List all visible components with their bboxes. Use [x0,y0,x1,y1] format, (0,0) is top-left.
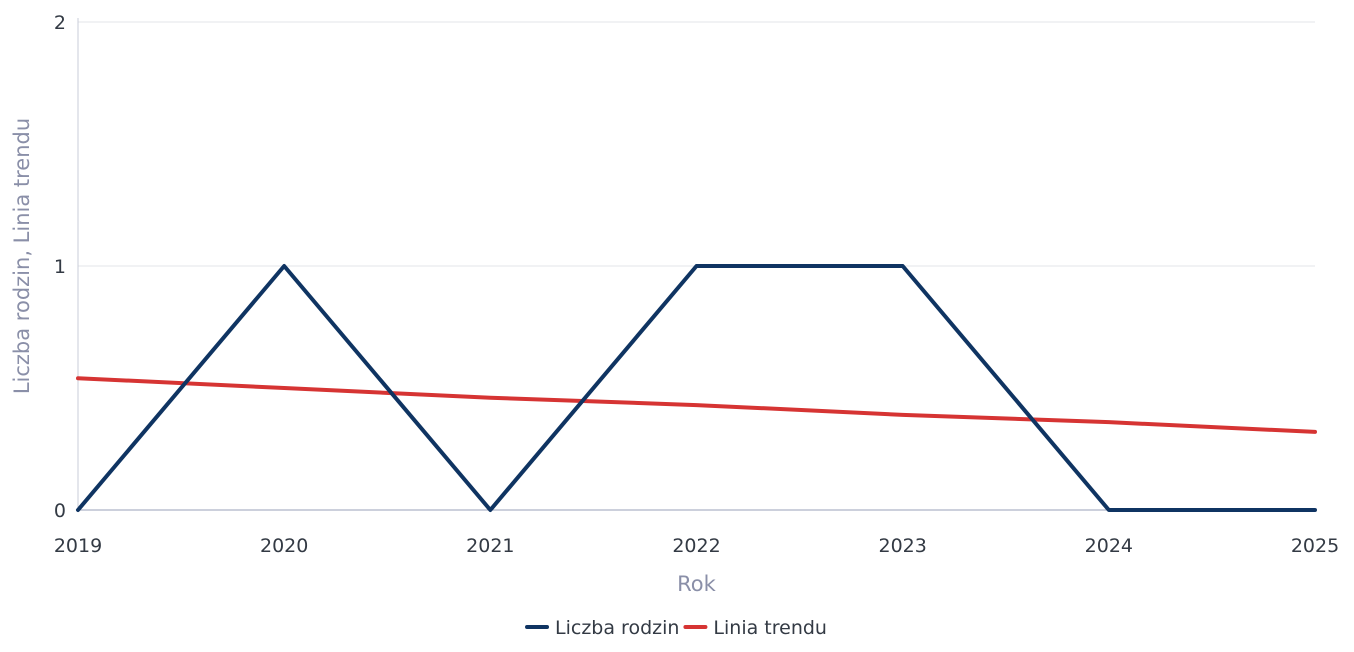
x-tick-labels: 2019 2020 2021 2022 2023 2024 2025 [54,535,1339,557]
grid [78,21,1315,267]
x-tick-label: 2023 [878,535,926,557]
y-axis-title: Liczba rodzin, Linia trendu [10,118,34,394]
y-tick-labels: 0 1 2 [54,12,66,522]
x-tick-label: 2019 [54,535,102,557]
y-tick-label: 1 [54,256,66,278]
y-tick-label: 0 [54,500,66,522]
legend-label: Liczba rodzin [555,617,679,639]
series [76,264,1317,512]
series-line-liczba-rodzin [76,264,1317,512]
x-axis-title: Rok [677,572,716,596]
legend-item-linia-trendu[interactable]: Linia trendu [683,617,827,639]
series-line-linia-trendu [76,376,1317,434]
legend-label: Linia trendu [713,617,827,639]
legend-items: Liczba rodzin Linia trendu [525,617,827,639]
x-tick-label: 2025 [1291,535,1339,557]
legend: Liczba rodzin Linia trendu [525,617,827,639]
y-tick-label: 2 [54,12,66,34]
x-tick-label: 2021 [466,535,514,557]
x-tick-label: 2024 [1085,535,1133,557]
x-tick-label: 2020 [260,535,308,557]
x-tick-label: 2022 [672,535,720,557]
legend-item-liczba-rodzin[interactable]: Liczba rodzin [525,617,679,639]
